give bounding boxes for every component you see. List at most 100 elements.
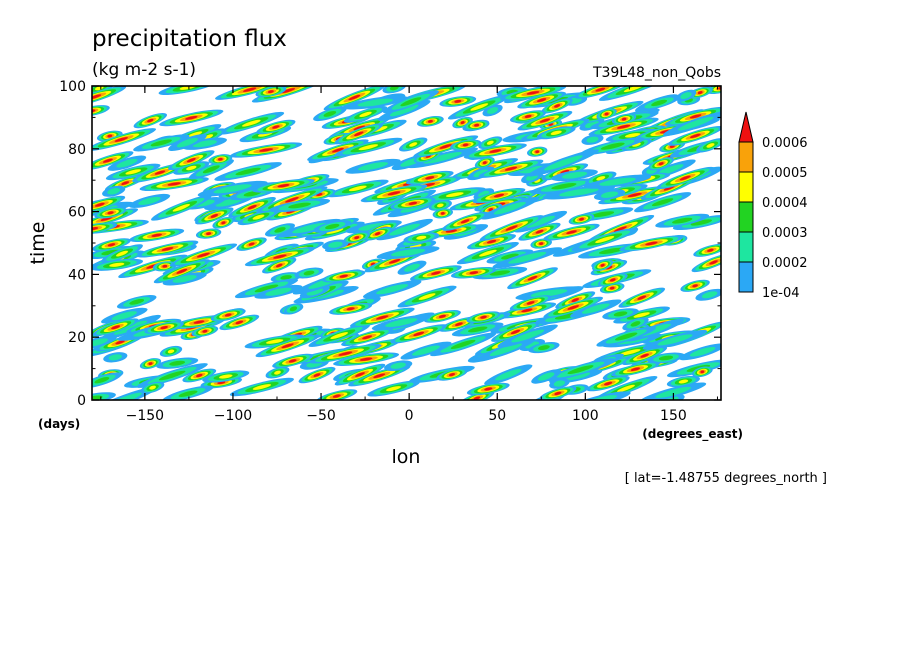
precip-streak [397, 285, 457, 308]
x-tick-label: −50 [306, 408, 336, 424]
precip-streak [316, 389, 358, 400]
precip-streak [376, 246, 440, 260]
precip-streak [555, 291, 596, 309]
precip-streak [156, 357, 199, 369]
precip-streak [162, 385, 214, 400]
precip-streak [667, 125, 721, 146]
contour-field [92, 86, 721, 400]
precip-streak [322, 239, 349, 250]
precip-streak [256, 186, 328, 214]
colorbar-segment [738, 201, 754, 233]
colorbar-label: 0.0002 [762, 256, 808, 271]
precip-streak [549, 378, 570, 389]
precip-streak [613, 306, 670, 324]
precip-streak [530, 238, 552, 249]
precip-streak [283, 303, 304, 315]
precip-streak [637, 95, 681, 111]
precip-streak [456, 241, 519, 265]
precip-streak [128, 193, 171, 208]
precip-streak [596, 108, 617, 120]
precip-streak [168, 134, 207, 151]
precip-streak [168, 150, 215, 171]
precip-streak [237, 209, 280, 226]
y-tick-label: 0 [77, 393, 86, 409]
precip-streak [543, 223, 600, 241]
precip-streak [341, 328, 394, 347]
colorbar-label: 0.0004 [762, 196, 808, 211]
precip-streak [234, 278, 299, 299]
precip-streak [397, 260, 427, 275]
precip-streak [96, 130, 123, 142]
precip-streak [463, 120, 490, 131]
x-tick-label: 0 [405, 408, 414, 424]
precip-streak [695, 288, 721, 301]
precip-streak [672, 214, 721, 231]
precip-streak [210, 308, 246, 322]
precip-streak [362, 280, 422, 299]
precip-streak [329, 302, 373, 315]
precip-streak [252, 178, 315, 193]
precip-streak [675, 89, 697, 102]
precip-streak [214, 162, 282, 181]
colorbar-label: 0.0006 [762, 136, 808, 151]
precip-streak [92, 128, 156, 151]
precip-streak [484, 364, 533, 385]
precip-streak [323, 86, 386, 111]
precip-streak [256, 119, 296, 135]
precip-streak [367, 380, 420, 397]
precip-streak [333, 352, 400, 366]
precip-streak [585, 171, 617, 186]
precip-streak [173, 161, 210, 175]
precip-streak [466, 382, 510, 396]
precip-streak [423, 187, 486, 202]
precip-streak [696, 138, 721, 153]
precip-streak [680, 279, 710, 292]
precip-streak [442, 211, 489, 231]
precip-streak [514, 210, 568, 233]
precip-streak [219, 314, 260, 331]
colorbar-segment [738, 231, 754, 263]
precip-streak [343, 106, 388, 123]
precip-streak [101, 307, 148, 324]
precip-streak [406, 170, 454, 185]
precip-streak [244, 246, 315, 267]
precip-streak [691, 252, 721, 273]
precip-streak [568, 213, 595, 225]
precip-streak [602, 308, 639, 320]
precip-streak [472, 187, 526, 204]
precip-streak [218, 111, 285, 135]
precip-streak [474, 156, 495, 169]
colorbar-segment [738, 261, 754, 293]
precip-streak [497, 302, 557, 319]
precip-streak [647, 352, 685, 364]
precip-streak [322, 270, 366, 283]
precip-streak [92, 258, 144, 271]
precip-streak [656, 166, 715, 190]
precip-streak [371, 314, 431, 331]
x-axis-label: lon [392, 446, 421, 468]
precip-streak [313, 220, 352, 233]
precip-streak [618, 287, 666, 308]
precip-streak [195, 228, 222, 239]
precip-streak [593, 189, 626, 201]
x-axis-unit: (degrees_east) [642, 427, 743, 442]
precip-streak [482, 104, 503, 117]
colorbar-label: 0.0005 [762, 166, 808, 181]
precip-streak [265, 366, 290, 379]
precip-streak [551, 169, 598, 182]
precip-streak [92, 335, 117, 350]
precip-streak [497, 324, 558, 348]
precip-streak [105, 163, 161, 181]
precip-streak [492, 247, 563, 269]
precip-streak [390, 197, 436, 210]
precip-streak [307, 139, 369, 162]
precip-streak [334, 363, 386, 386]
colorbar-extend-triangle [738, 111, 754, 143]
precip-streak [390, 324, 447, 344]
precip-streak [139, 176, 209, 192]
precip-streak [228, 197, 276, 218]
precip-streak [447, 94, 511, 120]
precip-streak [136, 240, 199, 258]
precip-streak [467, 166, 495, 181]
precip-streak [92, 195, 126, 214]
